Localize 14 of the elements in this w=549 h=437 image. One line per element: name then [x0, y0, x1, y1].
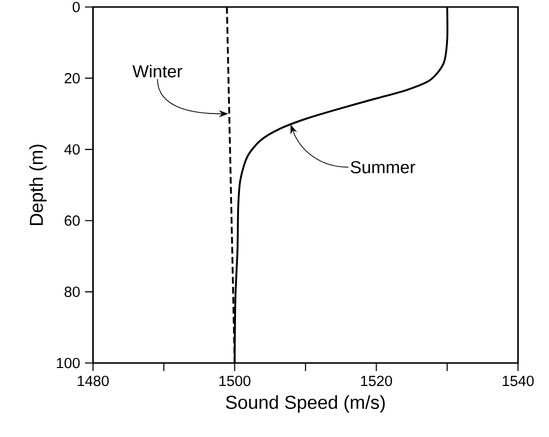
y-tick-label: 60 [64, 215, 80, 226]
y-axis-title: Depth (m) [29, 144, 47, 225]
y-tick-label: 80 [64, 286, 80, 297]
x-tick-label: 1480 [78, 376, 109, 386]
x-tick-label: 1540 [502, 376, 534, 386]
y-tick-label: 20 [64, 73, 80, 84]
y-tick-label: 100 [56, 358, 80, 368]
annotation: Summer [350, 161, 416, 174]
y-tick-label: 40 [64, 144, 80, 155]
x-tick-label: 1500 [219, 376, 250, 386]
x-axis-title: Sound Speed (m/s) [226, 395, 385, 413]
annotation: Winter [132, 64, 182, 78]
y-tick-label: 0 [72, 2, 80, 12]
x-tick-label: 1520 [361, 376, 392, 386]
